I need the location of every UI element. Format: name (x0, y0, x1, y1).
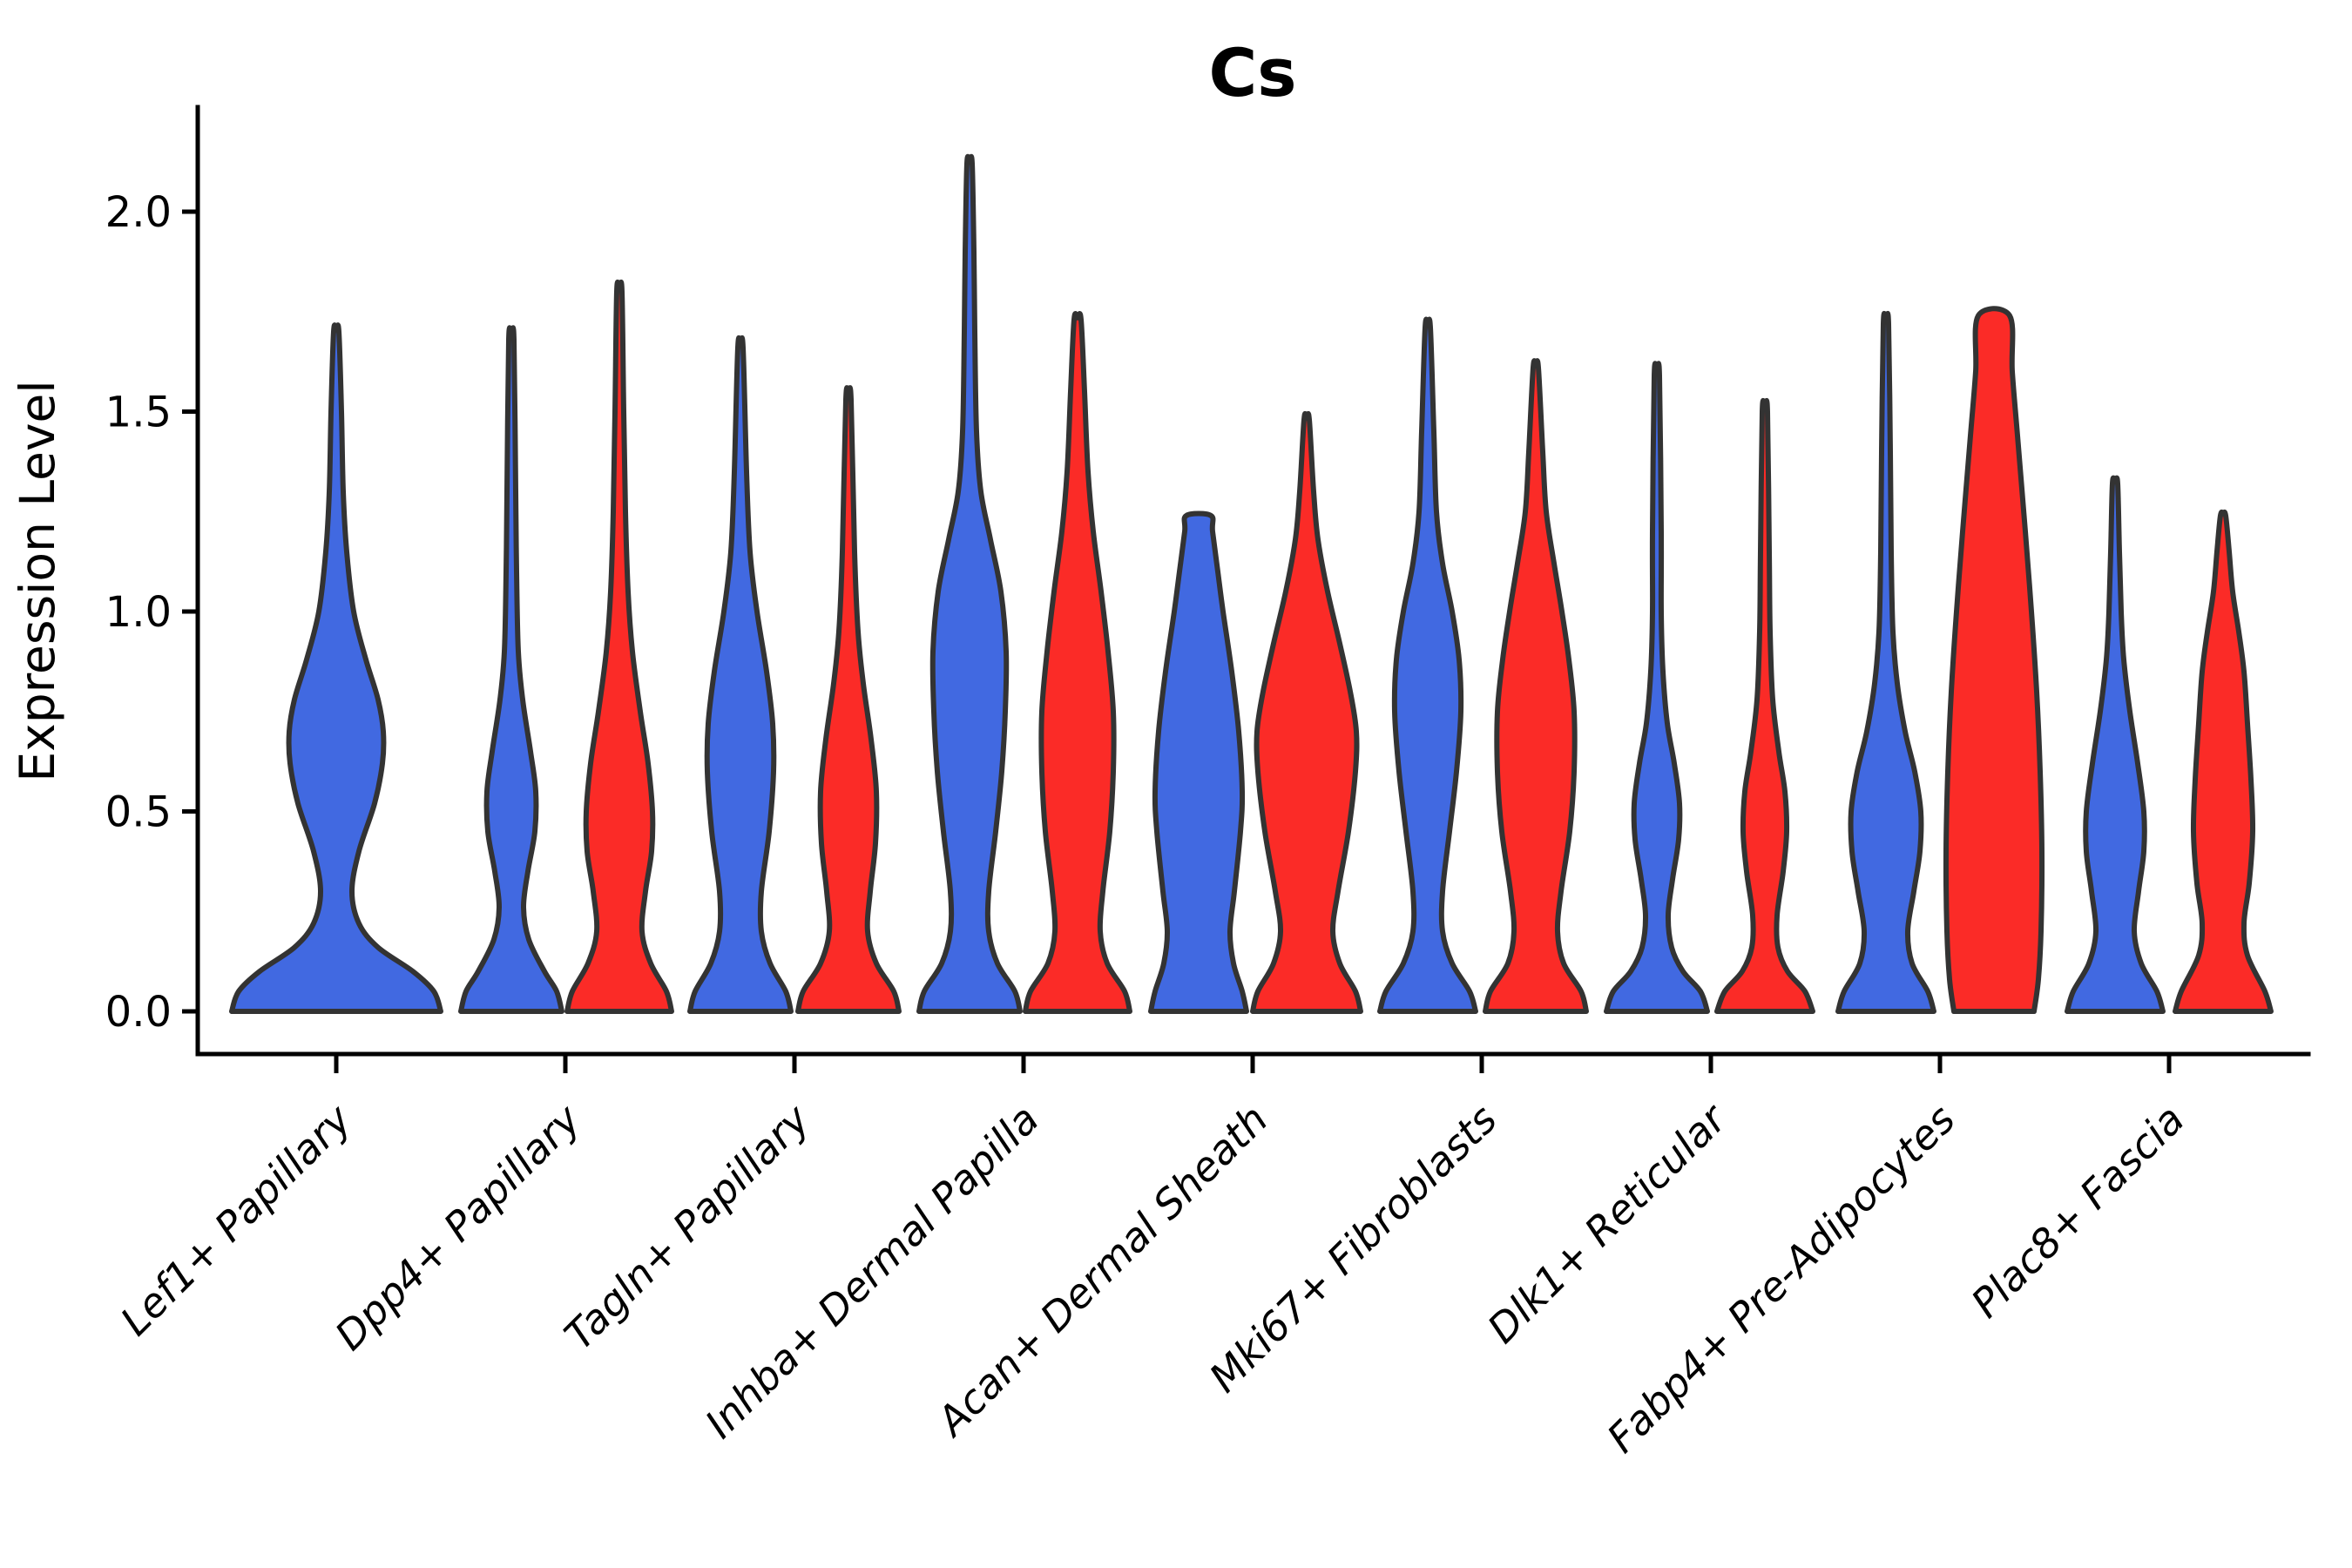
violin-tagln-papillary-red (795, 385, 902, 1014)
violin-tagln-papillary-blue (687, 335, 794, 1014)
violin-acan-dermal-sheath-red (1250, 410, 1363, 1014)
y-axis-label: Expression Level (10, 380, 65, 781)
chart-title: Cs (1208, 34, 1296, 112)
y-tick-label: 1.0 (105, 588, 172, 637)
violin-inhba-dermal-papilla-red (1023, 311, 1132, 1014)
y-axis-ticks: 0.0 0.5 1.0 1.5 2.0 (105, 188, 198, 1037)
y-tick-label: 0.5 (105, 788, 172, 837)
violin-dpp4-papillary-red (564, 279, 674, 1014)
violin-fabp4-pre-adipocytes-blue (1835, 310, 1936, 1014)
violin-dpp4-papillary-blue (458, 325, 564, 1014)
violin-dlk1-reticular-red (1714, 397, 1815, 1014)
x-tick-label: Plac8+ Fascia (1962, 1096, 2193, 1327)
violin-plac8-fascia-red (2173, 510, 2274, 1014)
violin-mki67-fibroblasts-red (1483, 358, 1589, 1014)
violin-lef1-papillary-blue (229, 322, 443, 1014)
y-tick-label: 0.0 (105, 988, 172, 1037)
violin-mki67-fibroblasts-blue (1377, 316, 1478, 1014)
y-tick-label: 2.0 (105, 188, 172, 237)
violin-inhba-dermal-papilla-blue (916, 153, 1023, 1014)
violin-dlk1-reticular-blue (1604, 361, 1710, 1014)
x-tick-label: Tagln+ Papillary (555, 1095, 819, 1359)
violin-acan-dermal-sheath-blue (1148, 510, 1249, 1014)
violin-fabp4-pre-adipocytes-red (1943, 306, 2045, 1014)
x-tick-label: Dlk1+ Reticular (1478, 1093, 1737, 1352)
x-tick-label: Lef1+ Papillary (112, 1095, 361, 1344)
violins-layer (229, 153, 2274, 1014)
violin-plac8-fascia-blue (2065, 475, 2166, 1014)
y-tick-label: 1.5 (105, 389, 172, 437)
x-tick-label: Dpp4+ Papillary (326, 1095, 590, 1359)
